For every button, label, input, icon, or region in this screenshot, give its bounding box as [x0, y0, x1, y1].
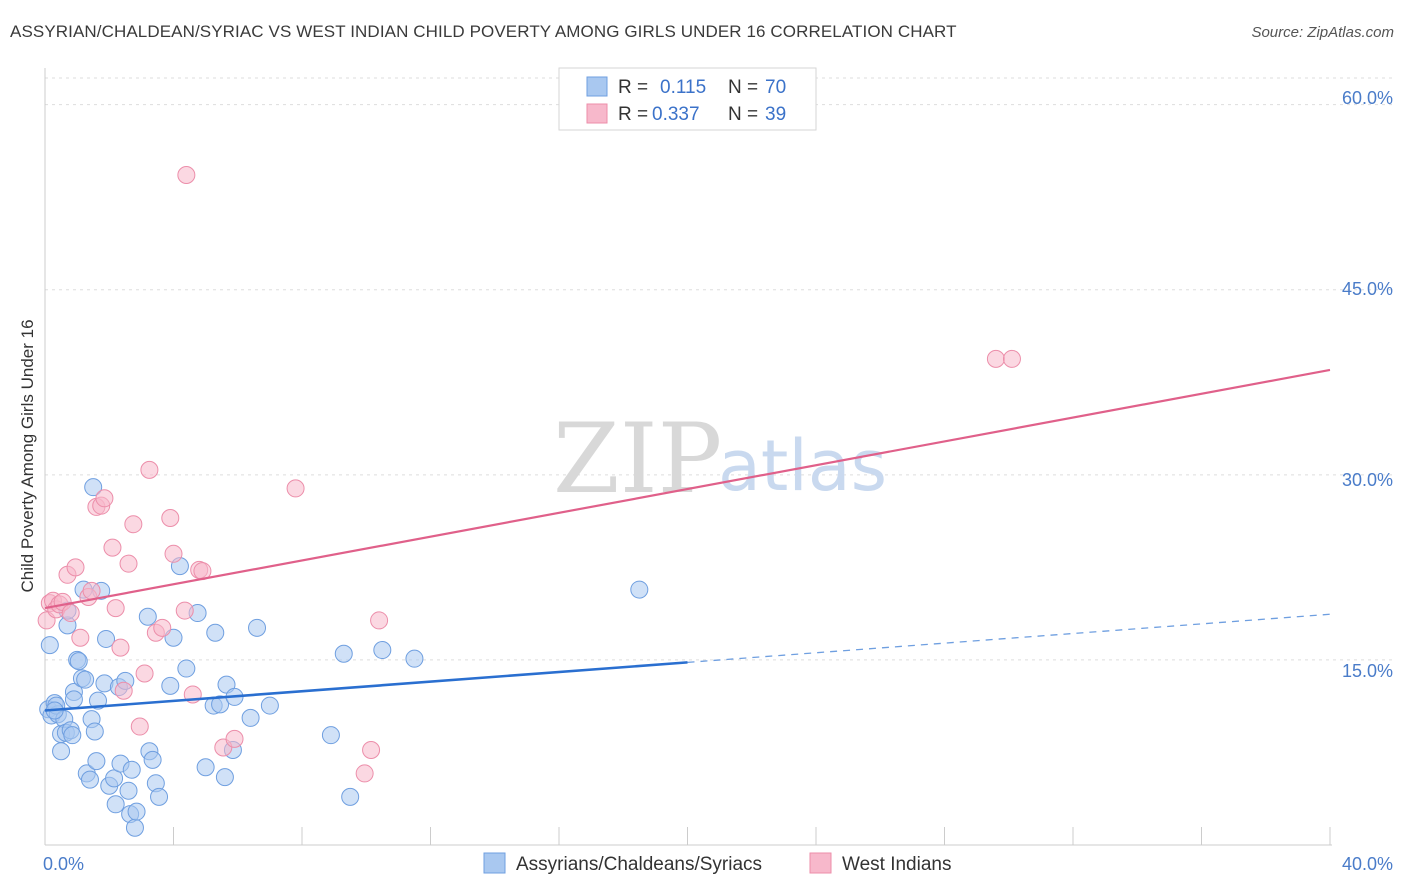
grid-lines	[45, 77, 1393, 661]
stats-legend-n-label-1: N =	[728, 77, 758, 98]
stats-legend-swatch-pink	[586, 103, 608, 124]
point-assyrians-60	[241, 708, 260, 727]
legend-swatch-west-indians	[809, 852, 832, 874]
point-assyrians-15	[64, 690, 83, 709]
point-assyrians-67	[405, 649, 424, 668]
chart-title: ASSYRIAN/CHALDEAN/SYRIAC VS WEST INDIAN …	[10, 22, 957, 41]
point-west-indians-8	[66, 558, 85, 577]
point-assyrians-52	[196, 758, 215, 777]
point-west-indians-26	[161, 509, 180, 528]
stats-legend-swatch-blue	[586, 76, 608, 97]
stats-legend-r-value-2: 0.337	[652, 104, 700, 125]
point-assyrians-44	[143, 750, 162, 769]
point-assyrians-50	[177, 659, 196, 678]
point-assyrians-54	[206, 623, 225, 642]
stats-legend-r-label-1: R =	[618, 77, 648, 98]
watermark-zip: ZIP	[553, 403, 722, 515]
point-west-indians-20	[124, 515, 143, 534]
point-assyrians-33	[106, 795, 125, 814]
point-assyrians-30	[97, 629, 116, 648]
point-assyrians-2	[40, 636, 59, 655]
point-assyrians-47	[161, 676, 180, 695]
point-west-indians-9	[71, 628, 90, 647]
point-west-indians-21	[130, 717, 149, 736]
point-west-indians-11	[82, 581, 101, 600]
point-assyrians-63	[321, 726, 340, 745]
series-legend: Assyrians/Chaldeans/Syriacs West Indians	[483, 852, 951, 875]
stats-legend-r-label-2: R =	[618, 104, 648, 125]
stats-legend-n-label-2: N =	[728, 104, 758, 125]
point-assyrians-41	[127, 802, 146, 821]
point-west-indians-19	[119, 554, 138, 573]
point-assyrians-24	[84, 478, 103, 497]
point-west-indians-16	[106, 599, 125, 618]
point-assyrians-32	[105, 769, 124, 788]
x-tick-label-min: 0.0%	[43, 854, 84, 874]
point-west-indians-23	[140, 460, 159, 479]
point-west-indians-14	[95, 489, 114, 508]
x-tick-label-max: 40.0%	[1342, 854, 1393, 874]
point-assyrians-17	[69, 652, 88, 671]
point-assyrians-68	[630, 580, 649, 599]
point-west-indians-37	[362, 740, 381, 759]
point-assyrians-40	[125, 818, 144, 837]
trend-line-assyrians-extrapolated	[687, 613, 1331, 664]
point-west-indians-7	[61, 604, 80, 623]
point-west-indians-22	[135, 664, 154, 683]
y-tick-label-60: 60.0%	[1342, 88, 1393, 108]
point-assyrians-64	[334, 644, 353, 663]
point-west-indians-15	[103, 538, 122, 557]
y-tick-label-45: 45.0%	[1342, 279, 1393, 299]
point-assyrians-66	[373, 641, 392, 660]
point-west-indians-29	[177, 166, 196, 185]
point-assyrians-27	[89, 691, 108, 710]
point-west-indians-40	[1002, 349, 1021, 368]
point-assyrians-26	[87, 752, 106, 771]
point-west-indians-27	[164, 544, 183, 563]
point-west-indians-38	[370, 611, 389, 630]
point-west-indians-28	[175, 601, 194, 620]
point-west-indians-18	[114, 681, 133, 700]
point-west-indians-25	[153, 618, 172, 637]
trend-line-west-indians	[44, 368, 1331, 610]
legend-swatch-assyrians	[483, 852, 506, 874]
point-assyrians-13	[63, 726, 82, 745]
legend-label-assyrians: Assyrians/Chaldeans/Syriacs	[516, 854, 762, 875]
x-axis-ticks	[44, 827, 1331, 845]
legend-label-west-indians: West Indians	[842, 854, 951, 875]
point-assyrians-61	[248, 618, 267, 637]
point-assyrians-20	[76, 670, 95, 689]
point-west-indians-17	[111, 638, 130, 657]
point-assyrians-65	[341, 787, 360, 806]
point-assyrians-39	[122, 760, 141, 779]
trend-line-assyrians	[44, 661, 688, 712]
y-axis-title: Child Poverty Among Girls Under 16	[18, 319, 37, 592]
stats-legend-n-value-2: 39	[765, 104, 786, 125]
y-tick-label-30: 30.0%	[1342, 470, 1393, 490]
stats-legend-n-value-1: 70	[765, 77, 786, 98]
point-assyrians-25	[85, 722, 104, 741]
point-assyrians-22	[80, 770, 99, 789]
point-assyrians-55	[211, 695, 230, 714]
series-west-indians-points	[37, 166, 1021, 783]
point-assyrians-46	[150, 787, 169, 806]
stats-legend-r-value-1: 0.115	[660, 77, 706, 98]
stats-legend: R = 0.115 N = 70 R = 0.337 N = 39	[558, 67, 817, 131]
point-assyrians-7	[52, 742, 71, 761]
point-assyrians-56	[215, 768, 234, 787]
watermark-atlas: atlas	[718, 425, 887, 507]
point-assyrians-42	[138, 607, 157, 626]
y-tick-label-15: 15.0%	[1342, 661, 1393, 681]
point-west-indians-34	[225, 729, 244, 748]
point-assyrians-37	[119, 781, 138, 800]
point-west-indians-39	[986, 349, 1005, 368]
point-west-indians-36	[355, 764, 374, 783]
point-west-indians-35	[286, 479, 305, 498]
source-note: Source: ZipAtlas.com	[1251, 24, 1394, 41]
point-assyrians-62	[260, 696, 279, 715]
